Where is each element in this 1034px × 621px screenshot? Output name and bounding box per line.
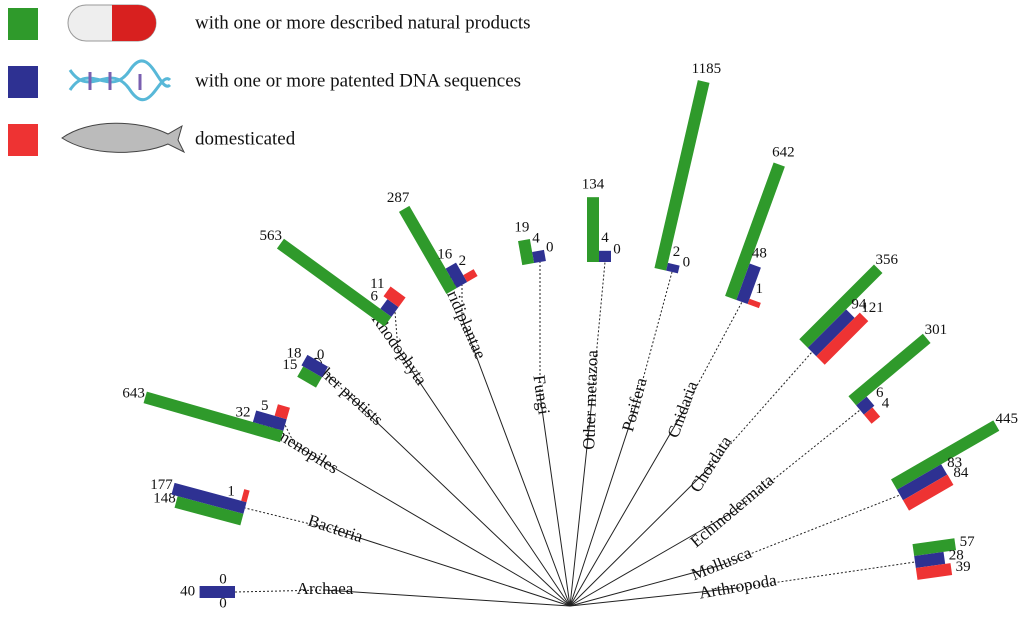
dna-icon bbox=[70, 61, 170, 100]
tree-branch bbox=[462, 318, 570, 606]
legend-swatch bbox=[8, 8, 38, 40]
legend-swatch bbox=[8, 66, 38, 98]
tree bbox=[295, 318, 738, 606]
value-label: 4 bbox=[601, 230, 609, 246]
value-label: 5 bbox=[261, 398, 269, 414]
value-label: 177 bbox=[150, 477, 173, 493]
value-label: 121 bbox=[861, 300, 884, 316]
bar bbox=[532, 250, 546, 263]
taxon-label: Bacteria bbox=[306, 511, 366, 547]
value-label: 19 bbox=[514, 220, 529, 236]
fish-icon bbox=[62, 123, 184, 152]
bar bbox=[200, 586, 235, 598]
legend bbox=[62, 5, 184, 152]
taxon-label: Fungi bbox=[529, 374, 553, 416]
value-label: 1 bbox=[756, 281, 764, 297]
bar bbox=[654, 80, 709, 271]
value-label: 287 bbox=[387, 190, 410, 206]
bar bbox=[546, 259, 558, 261]
value-label: 643 bbox=[122, 386, 145, 402]
taxon-label: Cnidaria bbox=[664, 378, 702, 440]
value-label: 18 bbox=[287, 346, 302, 362]
value-label: 1 bbox=[227, 483, 235, 499]
tree-branch bbox=[540, 395, 570, 606]
value-label: 0 bbox=[546, 240, 554, 256]
value-label: 2 bbox=[459, 253, 467, 269]
value-label: 563 bbox=[259, 228, 282, 244]
legend-label: domesticated bbox=[195, 128, 296, 149]
value-label: 84 bbox=[953, 465, 969, 481]
value-label: 16 bbox=[437, 247, 453, 263]
bar bbox=[848, 334, 930, 406]
value-label: 0 bbox=[613, 241, 621, 257]
bar bbox=[678, 273, 690, 276]
bar bbox=[587, 197, 599, 262]
value-label: 134 bbox=[582, 177, 605, 193]
value-label: 0 bbox=[219, 571, 227, 587]
tree-branch bbox=[325, 590, 570, 606]
tree-branch bbox=[335, 530, 570, 606]
chart: with one or more described natural produ… bbox=[0, 0, 1034, 621]
value-label: 32 bbox=[236, 404, 251, 420]
value-label: 4 bbox=[532, 231, 540, 247]
taxon-label: Other metazoa bbox=[579, 349, 601, 450]
taxon-label: Rhodophyta bbox=[368, 310, 431, 389]
value-label: 48 bbox=[752, 246, 767, 262]
value-label: 0 bbox=[317, 347, 325, 363]
bar bbox=[241, 489, 250, 502]
value-label: 4 bbox=[882, 396, 890, 412]
taxon-label: Archaea bbox=[297, 579, 354, 598]
value-label: 39 bbox=[956, 559, 971, 575]
bar bbox=[748, 299, 761, 308]
value-label: 642 bbox=[772, 145, 795, 161]
taxon-label: Porifera bbox=[618, 375, 651, 433]
value-label: 301 bbox=[925, 322, 948, 338]
value-label: 1185 bbox=[692, 61, 721, 77]
legend-swatch bbox=[8, 124, 38, 156]
legend-label: with one or more described natural produ… bbox=[195, 12, 531, 33]
legend-label: with one or more patented DNA sequences bbox=[195, 70, 521, 91]
value-label: 0 bbox=[683, 254, 691, 270]
value-label: 356 bbox=[875, 252, 898, 268]
bar bbox=[666, 263, 679, 273]
value-label: 445 bbox=[995, 411, 1018, 427]
value-label: 2 bbox=[673, 244, 681, 260]
value-label: 11 bbox=[370, 276, 384, 292]
tree-branch bbox=[345, 392, 570, 606]
pill-icon bbox=[68, 5, 156, 41]
taxon-label: Chordata bbox=[686, 432, 735, 495]
value-label: 40 bbox=[180, 583, 195, 599]
bar bbox=[599, 251, 611, 262]
